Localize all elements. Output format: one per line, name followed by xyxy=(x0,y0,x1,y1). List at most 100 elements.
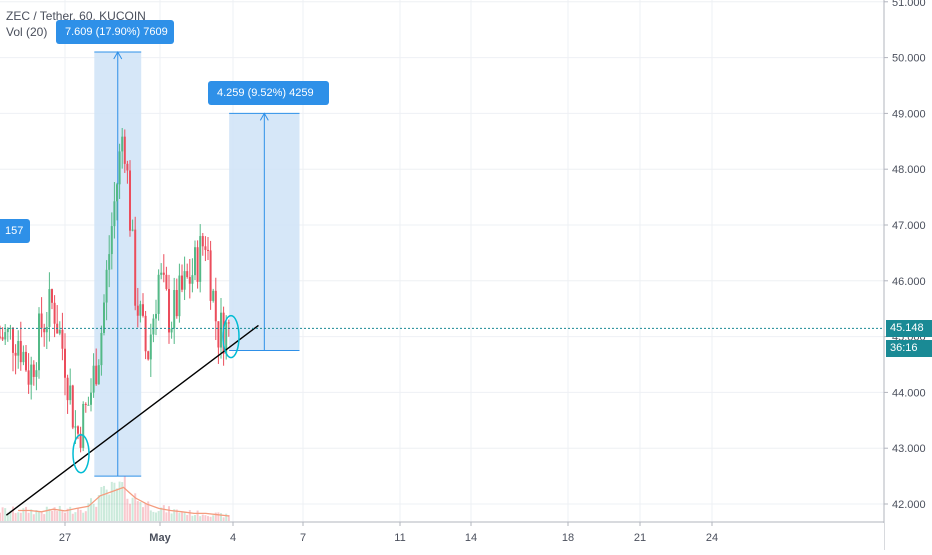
candle-body xyxy=(58,329,61,334)
volume-bar xyxy=(66,508,69,521)
candle-down xyxy=(123,129,126,173)
volume-bar xyxy=(123,475,126,521)
volume-bar xyxy=(56,511,59,521)
candle-down xyxy=(162,254,165,283)
candle-body xyxy=(162,272,165,275)
volume-bar xyxy=(4,508,7,521)
candle-down xyxy=(1,327,4,341)
candle-up xyxy=(35,362,38,391)
candle-body xyxy=(152,318,155,335)
y-tick-label: 51.000 xyxy=(892,0,926,9)
candle-down xyxy=(129,160,131,237)
candle-down xyxy=(56,305,59,334)
x-tick-label: 21 xyxy=(634,532,646,544)
candle-body xyxy=(129,170,131,231)
measure-label-2[interactable]: 4.259 (9.52%) 4259 xyxy=(208,81,329,105)
candle-body xyxy=(144,315,147,352)
candle-up xyxy=(110,212,113,270)
candle-body xyxy=(82,403,85,448)
candle-up xyxy=(118,143,121,199)
volume-bar xyxy=(116,488,118,521)
volume-bar xyxy=(38,511,40,521)
x-tick-label: 14 xyxy=(465,532,477,544)
y-tick-label: 43.000 xyxy=(892,443,926,455)
volume-bar xyxy=(155,512,157,521)
candle-body xyxy=(168,288,170,333)
volume-bar xyxy=(222,517,225,521)
volume-bar xyxy=(22,508,25,521)
volume-bar xyxy=(194,514,196,521)
candle-down xyxy=(71,384,74,430)
candle-body xyxy=(139,304,142,316)
volume-bar xyxy=(168,506,170,521)
volume-bar xyxy=(191,515,194,521)
candle-body xyxy=(64,348,66,378)
time-axis-bg xyxy=(0,523,884,550)
candle-body xyxy=(77,426,79,434)
volume-bar xyxy=(97,495,100,521)
candle-up xyxy=(155,299,157,336)
x-tick-label: 7 xyxy=(300,532,306,544)
candle-body xyxy=(0,336,1,338)
trendline xyxy=(5,324,259,516)
candle-body xyxy=(160,272,163,275)
candle-up xyxy=(178,263,181,323)
y-tick-label: 46.000 xyxy=(892,276,926,288)
candle-down xyxy=(214,277,217,341)
candle-down xyxy=(204,236,207,262)
candle-up xyxy=(69,368,72,405)
volume-bar xyxy=(9,510,12,521)
candle-up xyxy=(191,258,194,293)
candle-up xyxy=(74,410,77,444)
candle-up xyxy=(131,219,134,232)
volume-bar xyxy=(51,510,53,521)
volume-bar xyxy=(149,510,152,521)
candle-body xyxy=(204,246,207,250)
volume-bar xyxy=(12,506,14,521)
candle-body xyxy=(27,370,30,385)
candle-down xyxy=(181,264,183,293)
candle-body xyxy=(134,229,137,306)
candle-body xyxy=(30,364,33,385)
volume-bar xyxy=(64,512,66,521)
candle-down xyxy=(142,293,144,318)
y-tick-label: 48.000 xyxy=(892,164,926,176)
volume-indicator-label[interactable]: Vol (20) xyxy=(6,25,48,39)
candle-down xyxy=(144,310,147,360)
volume-bar xyxy=(110,481,113,521)
candle-down xyxy=(0,325,1,340)
drawings xyxy=(0,314,884,516)
volume-bar xyxy=(84,511,87,521)
candle-body xyxy=(6,328,9,333)
candle-down xyxy=(95,348,98,386)
candle-body xyxy=(110,226,113,255)
volume-bar xyxy=(45,506,48,521)
volume-bar xyxy=(134,493,137,521)
candle-up xyxy=(17,330,20,369)
candle-body xyxy=(25,351,27,371)
volume-bar xyxy=(6,512,9,521)
candle-down xyxy=(61,312,64,361)
candle-body xyxy=(131,229,134,231)
candle-up xyxy=(149,323,152,377)
candle-up xyxy=(157,269,160,321)
volume-bar xyxy=(1,507,4,521)
volume-bar xyxy=(162,505,165,521)
volume-bar xyxy=(165,512,168,521)
candle-body xyxy=(181,275,183,290)
volume-bar xyxy=(53,507,56,521)
candle-body xyxy=(191,275,194,284)
candle-down xyxy=(134,216,137,311)
volume-bar xyxy=(181,512,183,521)
volume-bar xyxy=(142,507,144,521)
candle-down xyxy=(207,237,209,261)
volume-bar xyxy=(69,506,72,521)
measure-label-1[interactable]: 7.609 (17.90%) 7609 xyxy=(56,20,174,44)
volume-bar xyxy=(77,508,79,521)
symbol-title[interactable]: ZEC / Tether, 60, KUCOIN xyxy=(6,9,146,23)
grid xyxy=(0,0,884,522)
volume-bar xyxy=(35,510,38,521)
left-measure-label-fragment[interactable]: 157 xyxy=(0,219,30,243)
